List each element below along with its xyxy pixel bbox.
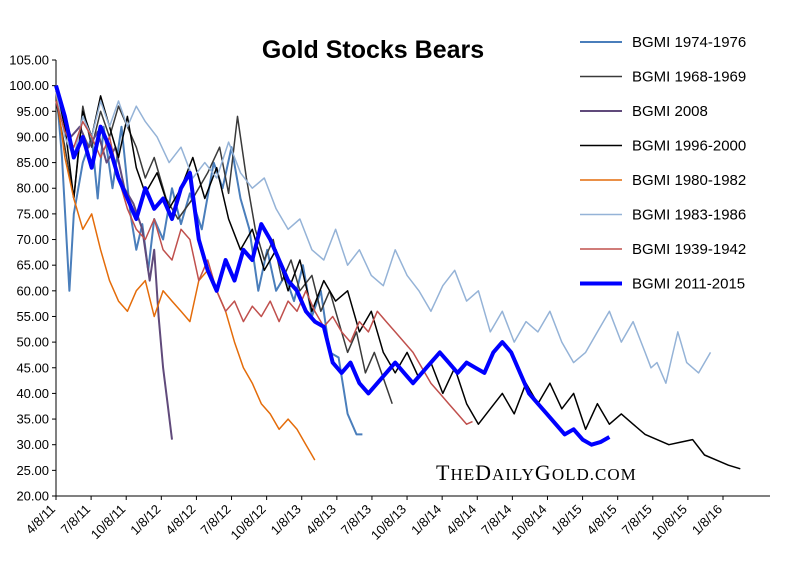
y-tick-label: 50.00 — [16, 335, 49, 350]
x-tick-label: 10/8/13 — [368, 502, 409, 543]
x-tick-label: 10/8/15 — [649, 502, 690, 543]
y-tick-label: 95.00 — [16, 104, 49, 119]
series-line-bgmi-2008 — [55, 85, 173, 440]
y-tick-label: 105.00 — [9, 53, 49, 68]
x-tick-label: 4/8/11 — [23, 502, 58, 537]
x-tick-label: 1/8/14 — [408, 502, 444, 538]
y-tick-label: 75.00 — [16, 206, 49, 221]
y-tick-label: 70.00 — [16, 232, 49, 247]
y-tick-label: 100.00 — [9, 78, 49, 93]
legend-entry-label: BGMI 1968-1969 — [632, 69, 746, 86]
series-line-bgmi-1980-1982 — [55, 90, 316, 461]
x-tick-label: 4/8/13 — [303, 502, 339, 538]
x-tick-label: 1/8/12 — [127, 502, 163, 538]
chart-title: Gold Stocks Bears — [262, 36, 484, 64]
series-line-bgmi-1983-1986 — [55, 90, 712, 384]
y-tick-label: 25.00 — [16, 463, 49, 478]
legend-entry-label: BGMI 1974-1976 — [632, 34, 746, 51]
y-tick-label: 55.00 — [16, 309, 49, 324]
x-tick-label: 10/8/11 — [88, 502, 129, 543]
legend-entry-label: BGMI 1983-1986 — [632, 207, 746, 224]
legend-entry-label: BGMI 2011-2015 — [632, 276, 745, 293]
legend: BGMI 1974-1976 BGMI 1968-1969 BGMI 2008 BGM… — [580, 34, 746, 293]
y-tick-label: 60.00 — [16, 283, 49, 298]
y-tick-label: 90.00 — [16, 129, 49, 144]
legend-entry-label: BGMI 1996-2000 — [632, 138, 746, 155]
y-tick-label: 20.00 — [16, 489, 49, 504]
series-line-bgmi-2011-2015 — [54, 85, 611, 447]
y-tick-label: 80.00 — [16, 181, 49, 196]
x-tick-label: 1/8/16 — [689, 502, 725, 538]
watermark: THEDAILYGOLD.COM — [436, 460, 637, 485]
x-tick-label: 1/8/13 — [268, 502, 304, 538]
legend-entry-label: BGMI 2008 — [632, 103, 708, 120]
y-tick-label: 45.00 — [16, 360, 49, 375]
x-tick-label: 4/8/14 — [443, 502, 479, 538]
y-tick-label: 65.00 — [16, 258, 49, 273]
x-tick-label: 10/8/14 — [508, 502, 549, 543]
y-tick-label: 30.00 — [16, 437, 49, 452]
x-axis: 4/8/11 7/8/1110/8/111/8/124/8/127/8/1210/… — [23, 495, 770, 543]
x-tick-label: 4/8/12 — [162, 502, 198, 538]
legend-entry-label: BGMI 1939-1942 — [632, 241, 746, 258]
x-tick-label: 10/8/12 — [227, 502, 268, 543]
x-tick-label: 4/8/15 — [584, 502, 620, 538]
x-tick-label: 1/8/15 — [549, 502, 585, 538]
y-tick-label: 40.00 — [16, 386, 49, 401]
series-line-bgmi-1939-1942 — [55, 100, 473, 425]
y-tick-label: 85.00 — [16, 155, 49, 170]
series-layer — [54, 85, 741, 470]
legend-entry-label: BGMI 1980-1982 — [632, 172, 746, 189]
y-tick-label: 35.00 — [16, 412, 49, 427]
y-axis: 20.00 25.00 30.00 35.00 40.00 45.00 50.00 55.00… — [9, 53, 57, 504]
series-line-bgmi-1974-1976 — [55, 85, 363, 436]
